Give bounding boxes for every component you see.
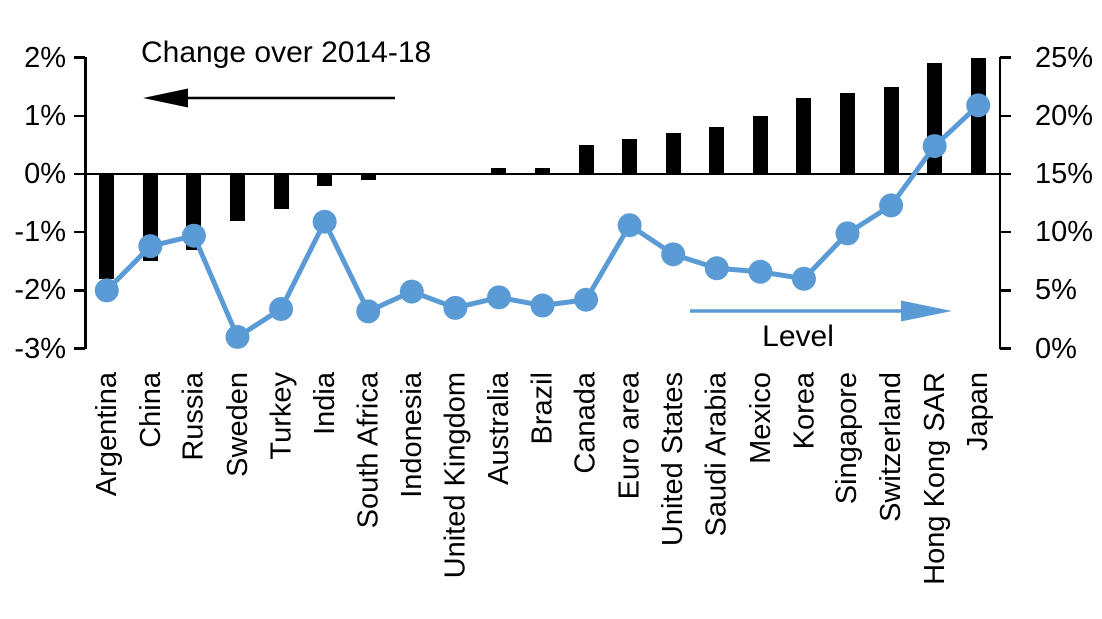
bar-south-africa xyxy=(360,174,376,180)
category-label-sweden: Sweden xyxy=(221,372,254,477)
level-arrow-icon xyxy=(690,300,952,322)
right-axis-tick-label: 25% xyxy=(1035,41,1094,74)
left-axis-tick-label: -1% xyxy=(14,216,66,249)
level-marker-mexico xyxy=(748,259,773,284)
category-label-india: India xyxy=(308,372,341,435)
left-axis-tick-label: 0% xyxy=(24,158,66,190)
level-marker-sweden xyxy=(225,324,250,349)
plot-area xyxy=(85,57,1000,349)
left-axis-tick xyxy=(74,56,85,59)
left-axis-tick-label: -3% xyxy=(14,332,66,365)
right-axis-tick-label: 0% xyxy=(1035,332,1077,365)
level-marker-saudi-arabia xyxy=(704,256,729,281)
right-axis-tick xyxy=(1000,230,1011,234)
level-marker-turkey xyxy=(269,297,294,322)
right-axis-tick-label: 20% xyxy=(1035,99,1094,132)
left-axis-tick xyxy=(74,114,85,118)
bar-korea xyxy=(796,98,812,174)
left-axis-line xyxy=(84,57,87,349)
right-axis-tick xyxy=(1000,347,1011,350)
level-line-series xyxy=(94,93,991,349)
category-label-korea: Korea xyxy=(787,372,820,450)
left-axis-tick xyxy=(74,347,85,350)
bar-australia xyxy=(491,168,507,174)
bar-switzerland xyxy=(883,86,899,174)
category-label-australia: Australia xyxy=(482,372,515,485)
bar-euro-area xyxy=(622,139,638,174)
category-label-turkey: Turkey xyxy=(265,372,298,460)
category-label-canada: Canada xyxy=(570,372,603,474)
level-marker-singapore xyxy=(835,221,860,246)
level-marker-euro-area xyxy=(617,213,642,238)
category-label-china: China xyxy=(134,372,167,448)
level-marker-china xyxy=(138,234,163,259)
bar-mexico xyxy=(752,115,768,174)
category-label-mexico: Mexico xyxy=(744,372,777,464)
level-marker-korea xyxy=(791,266,816,291)
right-axis-tick xyxy=(1000,56,1011,59)
level-marker-russia xyxy=(181,223,206,248)
level-marker-south-africa xyxy=(356,299,381,324)
category-label-hong-kong-sar: Hong Kong SAR xyxy=(918,372,951,585)
category-label-euro-area: Euro area xyxy=(613,372,646,500)
left-axis-tick xyxy=(74,289,85,292)
category-label-united-states: United States xyxy=(657,372,690,547)
level-marker-hong-kong-sar xyxy=(922,134,947,159)
level-marker-argentina xyxy=(94,278,119,303)
level-marker-indonesia xyxy=(399,279,424,304)
category-label-saudi-arabia: Saudi Arabia xyxy=(700,372,733,537)
category-label-singapore: Singapore xyxy=(831,372,864,505)
right-axis-line xyxy=(998,57,1001,349)
level-marker-switzerland xyxy=(879,193,904,218)
left-axis-tick xyxy=(74,230,85,234)
level-marker-united-kingdom xyxy=(443,295,468,320)
category-label-united-kingdom: United Kingdom xyxy=(439,372,472,579)
category-label-brazil: Brazil xyxy=(526,372,559,445)
right-axis-tick-label: 15% xyxy=(1035,158,1094,190)
bar-india xyxy=(317,174,333,186)
bar-canada xyxy=(578,144,594,174)
level-marker-united-states xyxy=(661,242,686,267)
left-axis-tick-label: 2% xyxy=(24,41,66,74)
category-label-argentina: Argentina xyxy=(90,372,123,497)
right-axis-tick-label: 5% xyxy=(1035,274,1077,307)
right-axis-tick xyxy=(1000,172,1011,176)
right-axis-tick-label: 10% xyxy=(1035,216,1094,249)
zero-axis-line xyxy=(85,172,1000,176)
level-marker-canada xyxy=(574,287,599,312)
left-axis-tick-label: 1% xyxy=(24,99,66,132)
level-marker-australia xyxy=(486,285,511,310)
bar-singapore xyxy=(840,92,855,174)
category-label-russia: Russia xyxy=(177,372,210,461)
bar-sweden xyxy=(230,174,245,221)
bar-argentina xyxy=(99,174,115,279)
right-axis-tick xyxy=(1000,114,1011,118)
category-label-japan: Japan xyxy=(962,372,995,452)
level-marker-brazil xyxy=(530,293,555,318)
change-arrow-icon xyxy=(143,88,395,108)
level-marker-japan xyxy=(966,93,991,118)
level-marker-india xyxy=(312,209,337,234)
category-label-indonesia: Indonesia xyxy=(395,372,428,498)
bar-brazil xyxy=(535,168,550,174)
category-label-south-africa: South Africa xyxy=(352,372,385,529)
bar-series-title: Change over 2014-18 xyxy=(141,36,432,69)
left-axis-tick-label: -2% xyxy=(14,274,66,307)
bar-turkey xyxy=(273,174,289,209)
category-label-switzerland: Switzerland xyxy=(875,372,908,522)
bar-saudi-arabia xyxy=(709,127,725,174)
line-series-title: Level xyxy=(762,320,834,353)
left-axis-tick xyxy=(74,172,85,176)
bar-united-states xyxy=(665,133,681,174)
right-axis-tick xyxy=(1000,289,1011,292)
